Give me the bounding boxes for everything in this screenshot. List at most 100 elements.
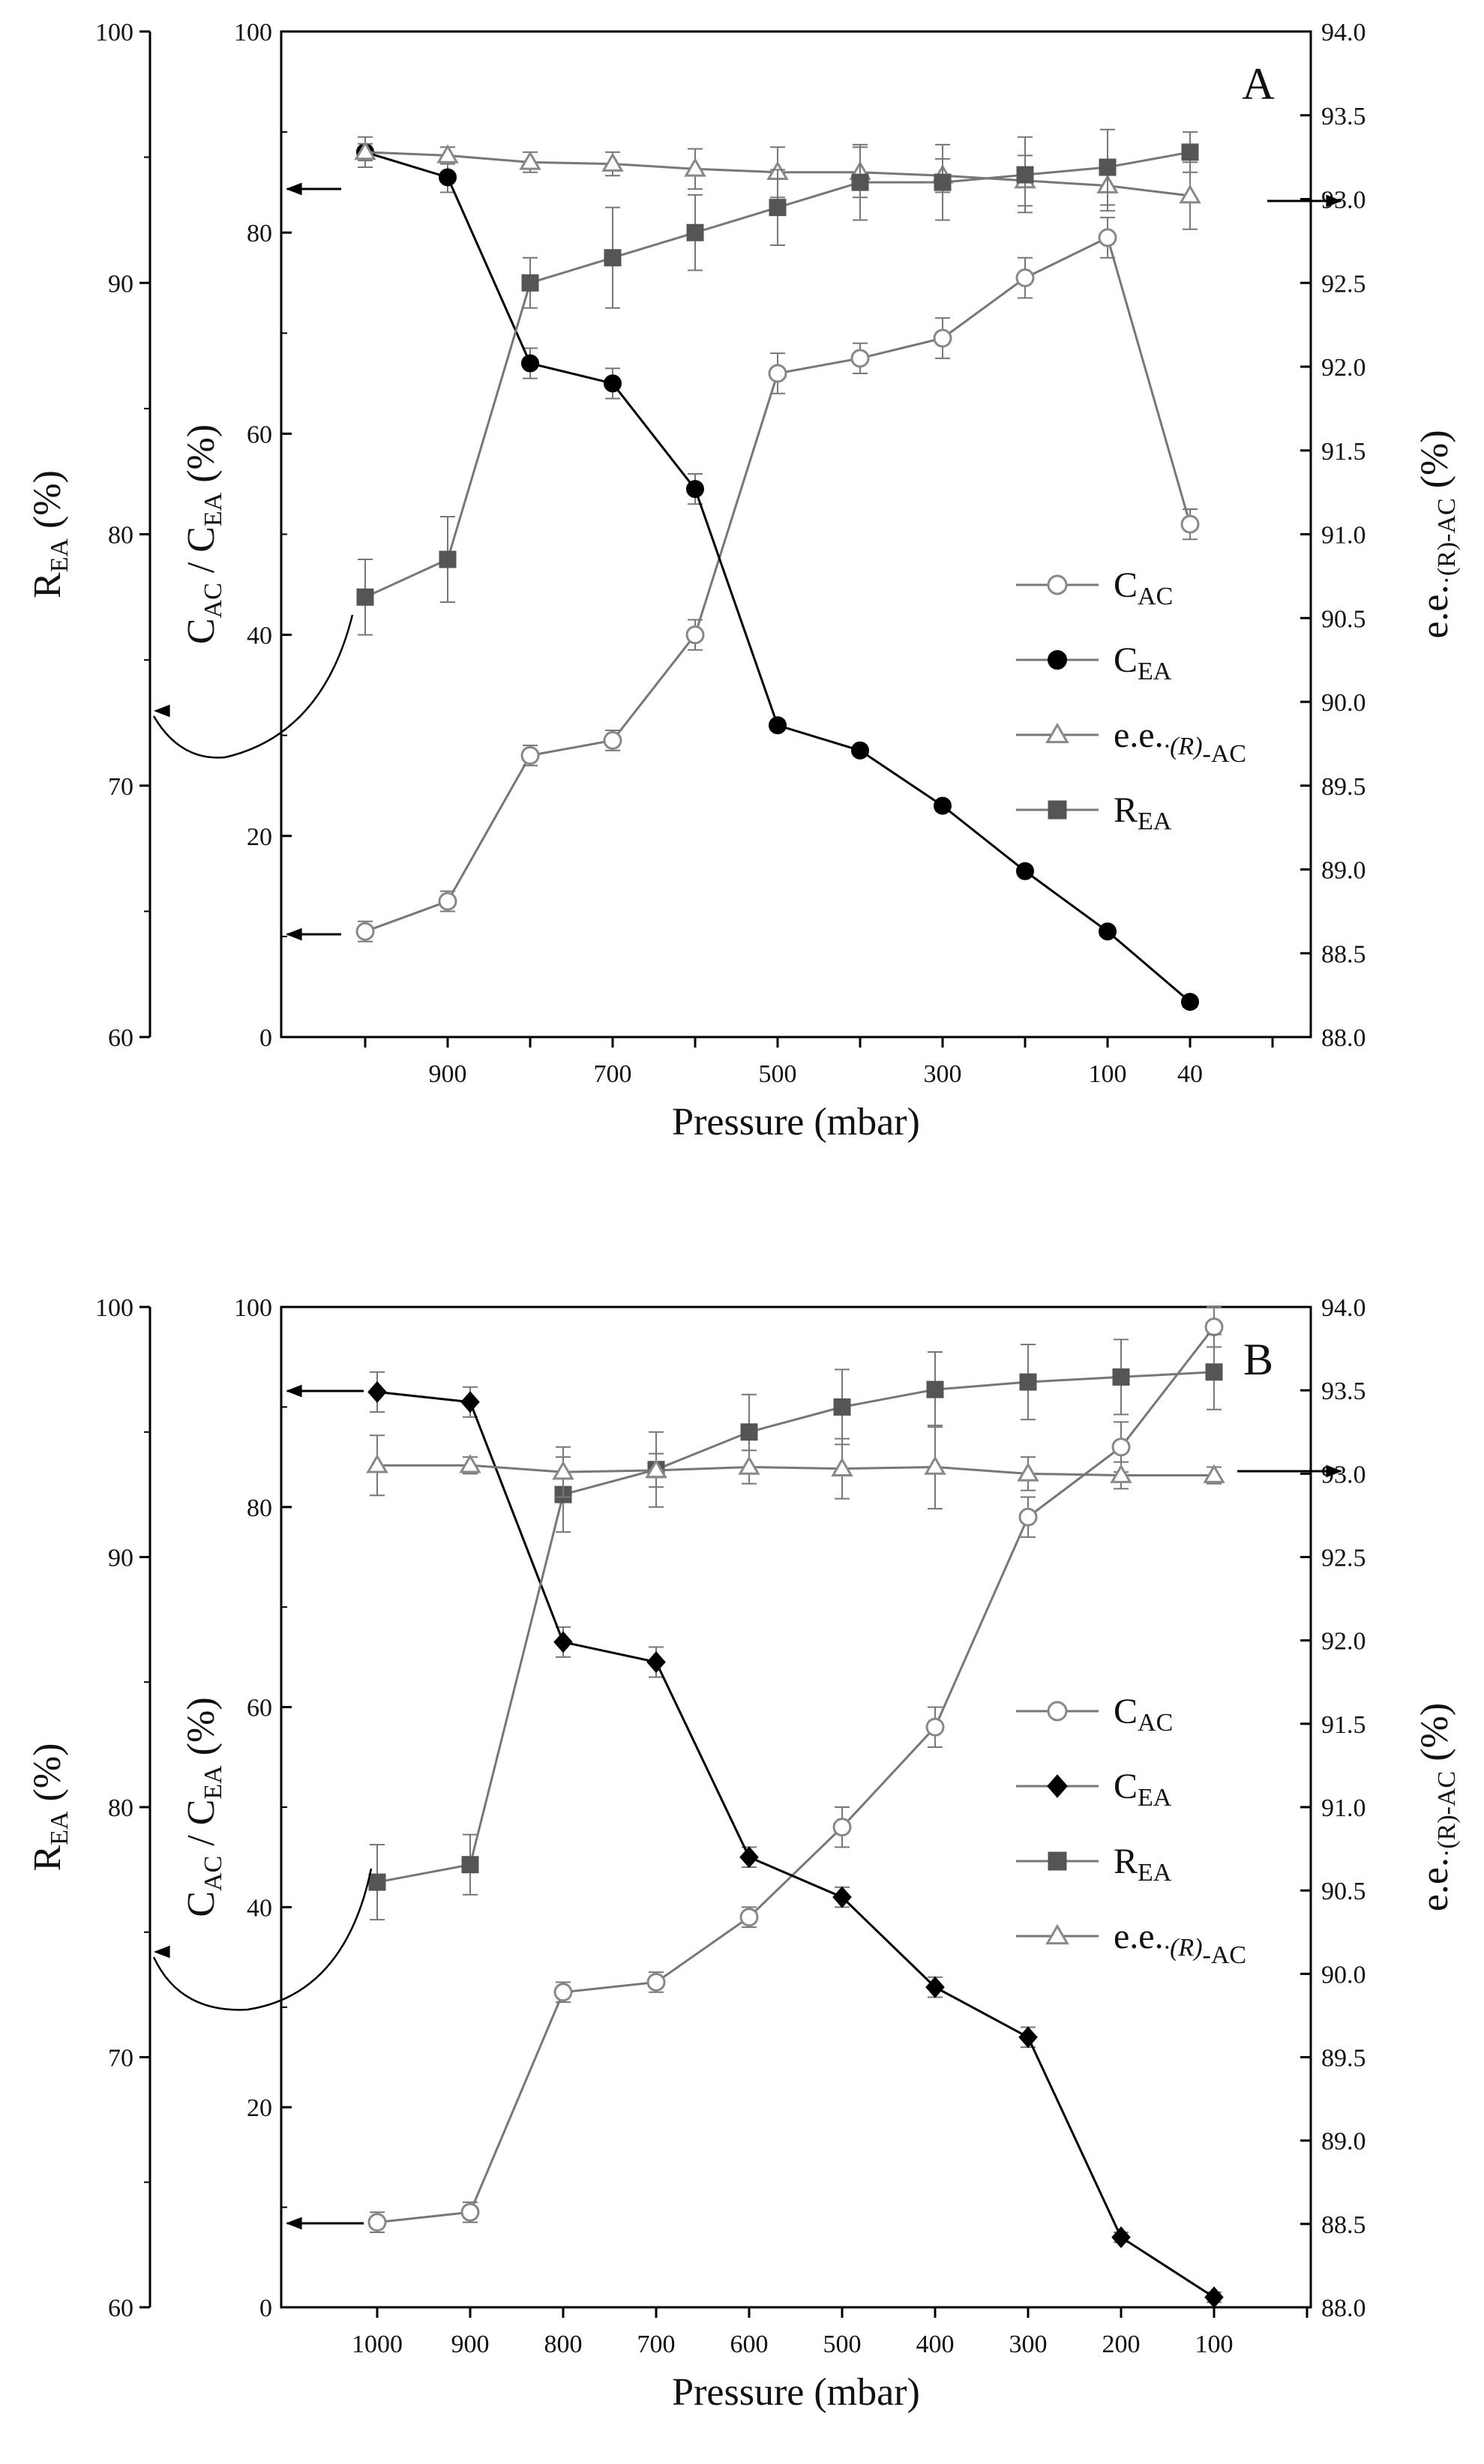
data-point-cea [851, 741, 869, 760]
data-point-cea [832, 1886, 852, 1908]
series-line-cea [376, 1390, 1215, 2298]
right-tick-label: 92.5 [1321, 270, 1366, 298]
data-point-eerac [1179, 184, 1201, 204]
data-point-eerac [1017, 1462, 1039, 1482]
series-line-rea [376, 1371, 1215, 1884]
inner-left-tick-label: 80 [247, 1494, 272, 1522]
data-point-cac [1018, 1507, 1038, 1527]
data-point-eerac [354, 140, 376, 160]
data-point-eerac [436, 144, 459, 163]
panel-label: A [1242, 59, 1274, 109]
x-tick-label: 300 [1009, 2331, 1048, 2358]
data-point-rea [368, 1873, 386, 1891]
data-point-rea [1016, 166, 1034, 184]
outer-left-axis-title-part: R [26, 572, 69, 598]
data-point-cac [832, 1818, 852, 1837]
x-axis-title: Pressure (mbar) [672, 2371, 920, 2414]
inner-left-axis-title: CAC / CEA (%) [180, 1697, 227, 1917]
outer-left-tick-label: 100 [95, 1294, 133, 1322]
inner-left-tick-label: 40 [247, 622, 272, 650]
legend-marker [1045, 722, 1069, 744]
inner-left-axis-title-part: EA [199, 492, 227, 526]
inner-left-tick-label: 100 [234, 19, 272, 46]
data-point-rea [1099, 158, 1117, 176]
data-point-eerac [738, 1455, 760, 1475]
data-point-cea [739, 1846, 759, 1869]
right-tick-label: 94.0 [1321, 19, 1366, 46]
axis-arrow-head [1326, 194, 1342, 208]
right-tick-label: 89.0 [1321, 857, 1366, 885]
legend-label-part: AC [1138, 1709, 1173, 1737]
axis-arrow-head [286, 182, 302, 196]
right-axis-title-part: e.e. [1414, 584, 1456, 638]
data-point-cea [934, 796, 952, 815]
data-point-eerac [1110, 1464, 1132, 1483]
outer-left-axis-title-part: EA [46, 1811, 73, 1845]
x-tick-label: 900 [451, 2331, 490, 2358]
data-point-eerac [684, 157, 706, 177]
data-point-cea [646, 1651, 666, 1674]
right-tick-label: 88.5 [1321, 940, 1366, 968]
legend-label-part: ·(R) [1164, 1934, 1203, 1962]
data-point-eerac [924, 1455, 946, 1475]
data-point-cac [367, 2213, 387, 2232]
axis-arrow-head [286, 2217, 302, 2230]
outer-left-tick-label: 90 [108, 270, 133, 298]
data-point-rea [769, 199, 787, 217]
right-tick-label: 92.0 [1321, 354, 1366, 382]
inner-left-axis-title-part: (%) [180, 424, 223, 493]
inner-left-axis-title-part: / C [180, 526, 223, 583]
data-point-cac [355, 922, 375, 941]
data-point-cea [521, 354, 539, 373]
data-point-cea [1111, 2226, 1131, 2249]
legend-label-part: AC [1138, 583, 1173, 610]
right-tick-label: 89.5 [1321, 2045, 1366, 2073]
outer-left-tick-label: 90 [108, 1545, 133, 1572]
data-point-rea [1112, 1368, 1130, 1386]
x-tick-label: 40 [1177, 1060, 1203, 1088]
data-point-rea [686, 223, 704, 241]
legend-label: CEA [1114, 640, 1172, 685]
data-point-rea [1019, 1373, 1037, 1391]
data-point-cac [925, 1717, 945, 1737]
data-point-rea [926, 1380, 944, 1398]
data-point-cac [603, 730, 622, 750]
data-point-eerac [552, 1461, 574, 1480]
right-tick-label: 90.0 [1321, 1961, 1366, 1989]
x-tick-label: 1000 [352, 2331, 403, 2358]
outer-left-axis-title: REA (%) [26, 470, 73, 598]
data-point-rea [521, 274, 539, 292]
right-tick-label: 91.0 [1321, 522, 1366, 550]
data-point-cea [769, 716, 787, 735]
data-point-cac [646, 1972, 666, 1992]
right-tick-label: 93.5 [1321, 1377, 1366, 1405]
data-point-eerac [459, 1454, 481, 1473]
data-point-rea [851, 173, 869, 191]
data-point-rea [461, 1856, 479, 1874]
panel-label: B [1243, 1335, 1273, 1384]
legend-label-part: e.e. [1114, 715, 1164, 755]
inner-left-tick-label: 100 [234, 1294, 272, 1322]
data-point-cac [850, 349, 870, 368]
data-point-eerac [831, 1457, 853, 1476]
data-point-cac [1015, 268, 1035, 288]
legend-marker [1047, 1701, 1068, 1722]
legend-label: REA [1114, 790, 1172, 835]
x-tick-label: 700 [594, 1060, 632, 1088]
axis-arrow-head [286, 1384, 302, 1398]
data-point-cea [925, 1976, 945, 1998]
inner-left-axis-title-part: / C [180, 1800, 223, 1856]
legend-label-part: e.e. [1114, 1917, 1164, 1956]
data-point-cea [1204, 2286, 1224, 2309]
inner-left-axis-title-part: C [180, 1891, 223, 1917]
x-tick-label: 200 [1102, 2331, 1141, 2358]
data-point-cac [1098, 228, 1117, 247]
legend-marker [1048, 1851, 1067, 1871]
x-tick-label: 700 [637, 2331, 676, 2358]
data-point-cea [1181, 993, 1199, 1012]
data-point-cea [1018, 2026, 1038, 2049]
legend-marker [1047, 1774, 1068, 1798]
outer-left-axis-title-part: (%) [26, 1743, 69, 1812]
data-point-cac [739, 1908, 759, 1927]
